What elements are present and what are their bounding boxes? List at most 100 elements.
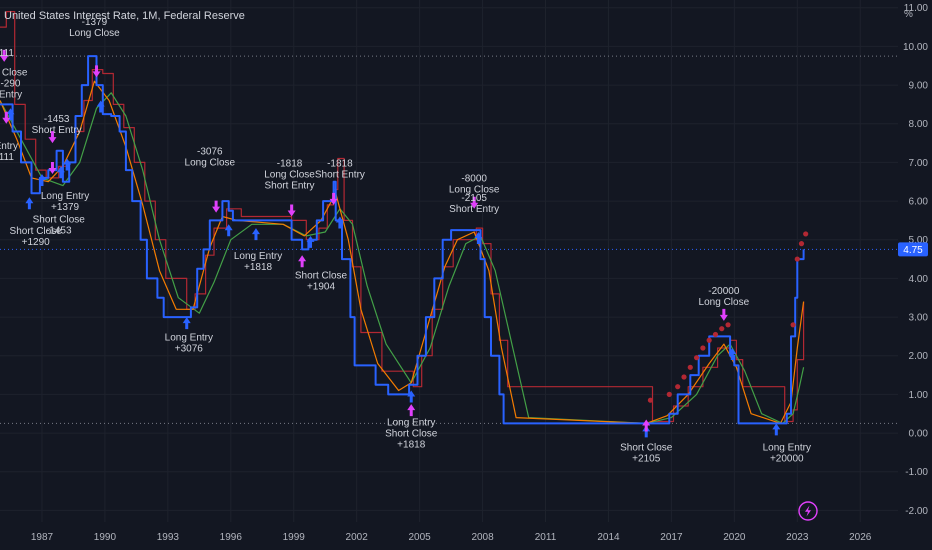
signal-arrow-down: [48, 131, 57, 144]
trade-annotation: Long Entry+1379: [41, 191, 89, 213]
signal-arrow-down: [470, 196, 479, 209]
annotation-line: +2105: [632, 453, 661, 464]
time-axis[interactable]: [0, 522, 898, 550]
y-tick-label: 7.00: [909, 158, 929, 169]
y-tick-label: -2.00: [905, 506, 928, 517]
annotation-line: Long Close: [699, 297, 750, 308]
y-tick-label: 4.00: [909, 274, 929, 285]
x-tick-label: 1999: [283, 532, 306, 543]
y-tick-label: 8.00: [909, 119, 929, 130]
signal-arrow-up: [407, 404, 416, 417]
y-tick-label: 5.00: [909, 235, 929, 246]
annotation-line: Long Entry: [41, 191, 89, 202]
signal-arrow-up: [96, 100, 105, 113]
y-tick-label: 1.00: [909, 390, 929, 401]
annotation-line: Long Entry: [234, 251, 282, 262]
chart-title: United States Interest Rate, 1M, Federal…: [4, 10, 245, 22]
signal-arrow-up: [63, 158, 72, 171]
annotation-line: +3076: [175, 343, 204, 354]
annotation-line: Short Close: [295, 270, 348, 281]
y-tick-label: 0.00: [909, 429, 929, 440]
annotation-line: -1818: [327, 158, 353, 169]
series-line-rate: [0, 55, 805, 425]
annotation-line: -8000: [461, 174, 487, 185]
annotation-line: -2105: [461, 193, 487, 204]
lightning-bolt-icon[interactable]: [798, 501, 818, 521]
annotation-line: Short Entry: [315, 169, 365, 180]
trade-annotation: Short Close-1453: [33, 214, 86, 236]
annotation-line: Short Close: [620, 442, 673, 453]
signal-arrow-up: [298, 255, 307, 268]
y-tick-label: 10.00: [903, 42, 928, 53]
trade-annotation: Long Entry+1818: [234, 251, 282, 273]
signal-arrow-up: [224, 224, 233, 237]
dot-marker: [803, 231, 809, 237]
x-tick-label: 2008: [471, 532, 494, 543]
signal-arrow-up: [407, 390, 416, 403]
signal-arrow-up: [182, 317, 191, 330]
annotation-line: -1453: [44, 114, 70, 125]
annotation-line: Short Entry: [449, 204, 499, 215]
annotation-line: +20000: [770, 453, 804, 464]
signal-arrow-down: [92, 65, 101, 78]
x-tick-label: 2020: [723, 532, 746, 543]
y-tick-label: 2.00: [909, 351, 929, 362]
x-tick-label: 2002: [346, 532, 369, 543]
annotation-line: Long Close: [449, 185, 500, 196]
dot-marker: [687, 364, 693, 370]
signal-arrow-up: [474, 232, 483, 244]
trade-annotation: Short Close+1290: [10, 226, 63, 248]
dot-marker: [675, 384, 681, 390]
x-tick-label: 1990: [94, 532, 117, 543]
signal-arrow-up: [6, 108, 15, 121]
trade-annotation: Short Close+2105: [620, 442, 673, 464]
x-tick-label: 2017: [660, 532, 683, 543]
x-tick-label: 2005: [409, 532, 432, 543]
signal-arrow-down: [2, 111, 11, 124]
x-tick-label: 1987: [31, 532, 54, 543]
signal-arrow-down: [287, 204, 296, 217]
signal-arrow-down: [329, 192, 338, 205]
annotation-line: -1379: [82, 17, 108, 28]
signal-arrow-up: [56, 166, 65, 179]
dot-marker: [794, 256, 800, 262]
x-tick-label: 2014: [597, 532, 620, 543]
signal-arrow-up: [25, 197, 34, 210]
dot-marker: [700, 345, 706, 351]
annotation-line: Long Entry: [387, 417, 435, 428]
annotation-line: -1818: [277, 158, 303, 169]
price-axis-labels: -2.00 -1.00 0.00 1.00 2.00 3.00 4.00 5.00 6.00 7.…: [903, 3, 928, 517]
price-axis[interactable]: [898, 0, 932, 522]
signal-arrow-down: [719, 308, 728, 321]
annotation-line: +1904: [307, 281, 336, 292]
annotation-line: Short Close: [385, 428, 438, 439]
signal-arrow-down: [0, 49, 9, 62]
x-tick-label: 1993: [157, 532, 180, 543]
annotation-line: -3076: [197, 147, 223, 158]
annotation-line: Long Entry: [763, 442, 811, 453]
dot-markers: [647, 231, 809, 403]
dot-marker: [693, 355, 700, 361]
annotation-line: +1818: [397, 439, 426, 450]
annotation-line: Long Close: [69, 28, 120, 39]
annotation-line: Short Close: [10, 226, 63, 237]
trade-annotation: 111: [0, 48, 14, 59]
annotation-line: Short Entry: [265, 180, 315, 191]
y-tick-label: -1.00: [905, 467, 928, 478]
signal-arrow-up: [642, 419, 651, 432]
trade-annotation: Long Entry+3076: [165, 332, 213, 354]
annotation-line: Short Entry: [32, 125, 82, 136]
signal-arrow-up: [335, 216, 344, 229]
annotation-line: Entry: [0, 141, 18, 152]
dot-marker: [681, 374, 687, 380]
